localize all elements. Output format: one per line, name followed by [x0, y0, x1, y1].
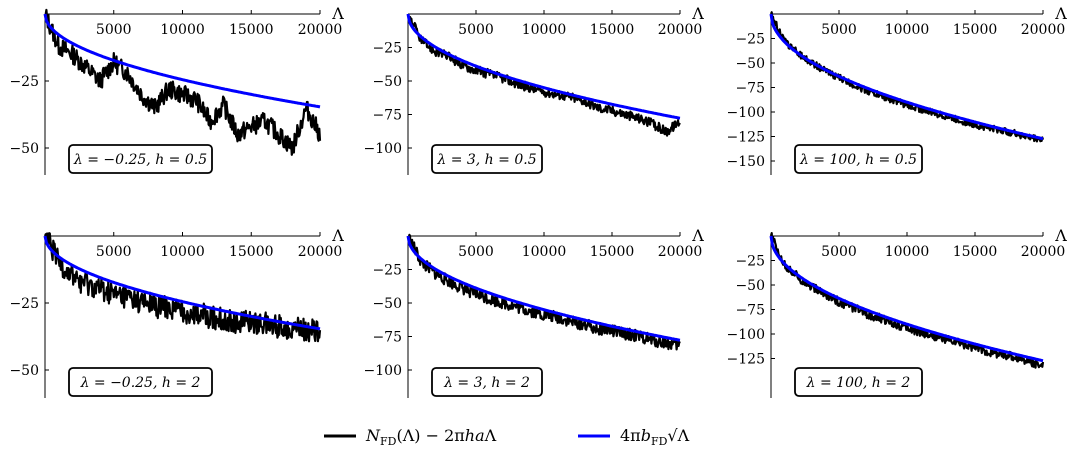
parameter-label: λ = −0.25, h = 2 [80, 375, 201, 391]
x-axis-label: Λ [691, 4, 704, 23]
y-tick-label: −100 [727, 327, 765, 343]
parameter-box [794, 144, 923, 174]
chart-panel-3: 5000 10000 15000 20000 −25 −50 −75 −100 −125 −150… [727, 4, 1067, 175]
y-tick-label: −75 [735, 303, 765, 319]
parameter-box [431, 367, 543, 397]
x-tick-label: 10000 [160, 22, 205, 38]
series-nfd-line [43, 232, 322, 343]
series-nfd-line [44, 8, 322, 156]
x-axis-label: Λ [1054, 4, 1067, 23]
series-nfd-line [406, 13, 681, 137]
x-tick-label: 10000 [885, 244, 930, 260]
y-tick-label: −125 [727, 352, 765, 368]
chart-panel-2: 5000 10000 15000 20000 −25 −50 −75 −100 Λλ = 3, … [364, 4, 704, 175]
y-tick-label: −75 [372, 108, 402, 124]
y-tick-label: −25 [372, 263, 402, 279]
x-tick-label: 15000 [953, 22, 998, 38]
x-tick-label: 15000 [229, 22, 274, 38]
x-tick-label: 10000 [522, 22, 567, 38]
x-tick-label: 5000 [458, 22, 494, 38]
parameter-box [431, 144, 543, 174]
series-fit-line [769, 235, 1044, 363]
x-tick-label: 5000 [821, 22, 857, 38]
x-tick-label: 10000 [885, 22, 930, 38]
y-tick-label: −25 [735, 32, 765, 48]
x-axis-label: Λ [331, 226, 344, 245]
series-fit-line [43, 13, 321, 109]
legend-label-data: NFD(Λ) − 2πhaΛ [365, 426, 497, 448]
x-tick-label: 20000 [298, 22, 343, 38]
series-fit-line [406, 13, 681, 120]
x-tick-label: 20000 [298, 244, 343, 260]
y-tick-label: −50 [372, 296, 402, 312]
x-tick-label: 20000 [658, 244, 703, 260]
chart-panel-4: 5000 10000 15000 20000 −25 −50 Λλ = −0.25, h =… [9, 226, 344, 398]
chart-panel-6: 5000 10000 15000 20000 −25 −50 −75 −100 −125 Λλ =… [727, 226, 1067, 398]
parameter-label: λ = −0.25, h = 0.5 [73, 152, 207, 168]
y-tick-label: −150 [727, 154, 765, 170]
y-tick-label: −50 [735, 278, 765, 294]
series-nfd-line [406, 233, 681, 351]
x-axis-label: Λ [691, 226, 704, 245]
x-axis-label: Λ [1054, 226, 1067, 245]
charts-grid: 5000 10000 15000 20000 −25 −50 Λλ = −0.25, h =… [9, 4, 1067, 398]
y-tick-label: −100 [727, 105, 765, 121]
y-tick-label: −25 [9, 296, 39, 312]
x-axis-label: Λ [331, 4, 344, 23]
series-fit-line [43, 235, 321, 331]
x-tick-label: 15000 [229, 244, 274, 260]
parameter-box [68, 144, 213, 174]
y-tick-label: −25 [9, 74, 39, 90]
y-tick-label: −100 [364, 363, 402, 379]
parameter-label: λ = 3, h = 0.5 [436, 152, 536, 168]
x-tick-label: 15000 [590, 22, 635, 38]
x-tick-label: 10000 [522, 244, 567, 260]
y-tick-label: −100 [364, 141, 402, 157]
x-tick-label: 20000 [1021, 244, 1066, 260]
parameter-box [794, 367, 923, 397]
x-tick-label: 5000 [96, 244, 132, 260]
y-tick-label: −50 [372, 74, 402, 90]
legend: NFD(Λ) − 2πhaΛ 4πbFD√Λ [324, 426, 690, 448]
series-fit-line [406, 235, 681, 342]
x-tick-label: 10000 [160, 244, 205, 260]
x-tick-label: 15000 [953, 244, 998, 260]
parameter-label: λ = 100, h = 0.5 [799, 152, 917, 168]
y-tick-label: −50 [9, 141, 39, 157]
y-tick-label: −75 [735, 81, 765, 97]
y-tick-label: −75 [372, 330, 402, 346]
x-tick-label: 5000 [96, 22, 132, 38]
parameter-label: λ = 100, h = 2 [806, 375, 911, 391]
y-tick-label: −50 [735, 56, 765, 72]
legend-label-fit: 4πbFD√Λ [620, 426, 690, 448]
parameter-box [68, 367, 213, 397]
x-tick-label: 5000 [821, 244, 857, 260]
x-tick-label: 20000 [658, 22, 703, 38]
y-tick-label: −25 [735, 254, 765, 270]
x-tick-label: 5000 [458, 244, 494, 260]
y-tick-label: −50 [9, 363, 39, 379]
chart-panel-5: 5000 10000 15000 20000 −25 −50 −75 −100 Λλ = 3, … [364, 226, 704, 398]
chart-panel-1: 5000 10000 15000 20000 −25 −50 Λλ = −0.25, h =… [9, 4, 344, 175]
x-tick-label: 15000 [590, 244, 635, 260]
y-tick-label: −125 [727, 130, 765, 146]
parameter-label: λ = 3, h = 2 [443, 375, 530, 391]
x-tick-label: 20000 [1021, 22, 1066, 38]
series-fit-line [769, 13, 1044, 141]
y-tick-label: −25 [372, 41, 402, 57]
